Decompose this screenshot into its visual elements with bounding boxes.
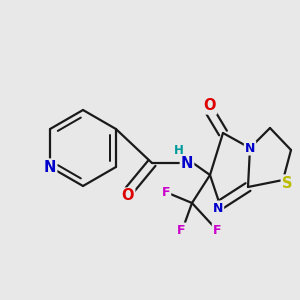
Text: F: F: [213, 224, 221, 236]
Text: F: F: [162, 187, 170, 200]
Text: O: O: [204, 98, 216, 113]
Text: F: F: [177, 224, 185, 236]
Text: H: H: [174, 145, 184, 158]
Text: N: N: [181, 155, 193, 170]
Text: N: N: [245, 142, 255, 154]
Text: O: O: [122, 188, 134, 203]
Text: S: S: [282, 176, 292, 190]
Text: N: N: [44, 160, 56, 175]
Text: N: N: [213, 202, 223, 214]
